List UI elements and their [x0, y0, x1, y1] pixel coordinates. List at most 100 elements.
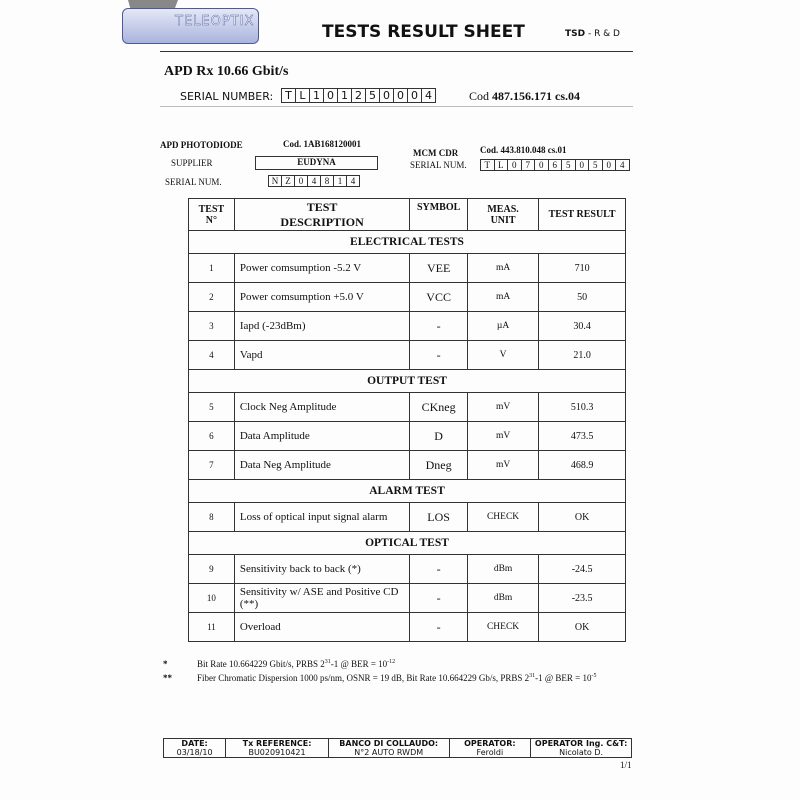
test-unit: CHECK [466, 612, 540, 642]
section-title: OPTICAL TEST [188, 531, 626, 555]
footer-table: DATE: Tx REFERENCE: BANCO DI COLLAUDO: OPER… [162, 738, 632, 758]
header-description-line1: TEST [306, 199, 338, 214]
serial-char: 0 [324, 89, 338, 102]
section-title: OUTPUT TEST [188, 369, 626, 393]
header-test-num: TEST N° [188, 198, 235, 231]
test-unit: dBm [466, 583, 540, 613]
footer-value: BU020910421 [225, 748, 329, 758]
mcm-cod: Cod. 443.810.048 cs.01 [480, 145, 567, 155]
test-description: Data Neg Amplitude [233, 450, 411, 480]
serial-char: 8 [321, 176, 334, 186]
serial-char: 0 [535, 160, 549, 170]
test-result: 30.4 [538, 311, 626, 341]
serial-char: L [495, 160, 508, 170]
test-number: 4 [188, 340, 235, 370]
logo [122, 8, 259, 44]
results-table: TEST N° TEST DESCRIPTION SYMBOL MEAS. UNIT TE… [188, 198, 626, 642]
cod-label: Cod [469, 89, 493, 103]
test-description: Power comsumption +5.0 V [233, 282, 411, 312]
product-name: APD Rx 10.66 Gbit/s [164, 64, 289, 79]
footnote-exponent: 31 [324, 659, 331, 665]
footer-value: Feroldi [448, 748, 532, 758]
test-number: 6 [188, 421, 235, 451]
footnote-text: Bit Rate 10.664229 Gbit/s, PRBS 231-1 @ … [197, 659, 395, 669]
footer-value: N°2 AUTO RWDM [327, 748, 450, 758]
department-code: TSD [565, 29, 586, 39]
department-name: - R & D [585, 29, 620, 39]
test-description: Sensitivity w/ ASE and Positive CD (**) [233, 583, 411, 613]
header-description: TEST DESCRIPTION [233, 198, 411, 231]
serial-char: 0 [408, 89, 422, 102]
table-row: 9 Sensitivity back to back (*) - dBm -24.5 [188, 554, 626, 584]
header-unit: MEAS. UNIT [466, 198, 540, 231]
footnote-body: Bit Rate 10.664229 Gbit/s, PRBS 2 [197, 659, 325, 669]
supplier-value: EUDYNA [255, 156, 378, 170]
test-result: 21.0 [538, 340, 626, 370]
test-unit: mV [466, 421, 540, 451]
footnote-text: Fiber Chromatic Dispersion 1000 ps/nm, O… [197, 673, 596, 683]
serial-char: 4 [620, 160, 625, 170]
table-row: 2 Power comsumption +5.0 V VCC mA 50 [188, 282, 626, 312]
footer-label: OPERATOR Ing. C&T: [530, 738, 632, 748]
footnote-mark: ** [163, 673, 172, 683]
test-symbol: VEE [409, 253, 468, 283]
table-header-row: TEST N° TEST DESCRIPTION SYMBOL MEAS. UNIT TE… [188, 198, 626, 231]
serial-char: 0 [380, 89, 394, 102]
table-row: 3 Iapd (-23dBm) - µA 30.4 [188, 311, 626, 341]
serial-char: T [282, 89, 296, 102]
table-row: 11 Overload - CHECK OK [188, 612, 626, 642]
footnote-body: Fiber Chromatic Dispersion 1000 ps/nm, O… [197, 673, 530, 683]
table-row: 1 Power comsumption -5.2 V VEE mA 710 [188, 253, 626, 283]
serial-char: 2 [352, 89, 366, 102]
test-unit: µA [466, 311, 540, 341]
test-unit: mV [466, 450, 540, 480]
test-number: 10 [188, 583, 235, 613]
photodiode-cod: Cod. 1AB168120001 [283, 139, 362, 149]
header-result: TEST RESULT [538, 198, 626, 231]
footer-label: DATE: [162, 738, 227, 748]
serial-char: 1 [338, 89, 352, 102]
logo-text: TELEOPTIX [175, 14, 255, 30]
footnote-exponent: -5 [591, 673, 597, 679]
test-result: OK [538, 612, 626, 642]
serial-char: 0 [576, 160, 589, 170]
product-cod: Cod 487.156.171 cs.04 [469, 89, 580, 104]
test-unit: V [466, 340, 540, 370]
serial-char: 4 [308, 176, 321, 186]
page-title: TESTS RESULT SHEET [322, 22, 525, 42]
header-symbol: SYMBOL [409, 198, 468, 231]
serial-char: 7 [522, 160, 535, 170]
serial-char: Z [282, 176, 295, 186]
serial-char: 1 [334, 176, 347, 186]
test-number: 7 [188, 450, 235, 480]
test-symbol: CKneg [409, 392, 468, 422]
section-title: ALARM TEST [188, 479, 626, 503]
test-description: Loss of optical input signal alarm [233, 502, 411, 532]
section-row: ELECTRICAL TESTS [188, 230, 626, 254]
test-result: -23.5 [538, 583, 626, 613]
photodiode-label: APD PHOTODIODE [160, 140, 243, 150]
serial-char: 5 [589, 160, 603, 170]
test-number: 8 [188, 502, 235, 532]
mcm-serial-label: SERIAL NUM. [410, 160, 467, 170]
test-unit: CHECK [466, 502, 540, 532]
footnote-body: -1 @ BER = 10 [330, 659, 388, 669]
section-row: OPTICAL TEST [188, 531, 626, 555]
supplier-label: SUPPLIER [171, 158, 213, 168]
test-result: 50 [538, 282, 626, 312]
test-description: Sensitivity back to back (*) [233, 554, 411, 584]
test-number: 3 [188, 311, 235, 341]
test-description: Vapd [233, 340, 411, 370]
footer-value: 03/18/10 [162, 748, 227, 758]
test-symbol: - [409, 340, 468, 370]
test-symbol: - [409, 554, 468, 584]
footer-label: BANCO DI COLLAUDO: [327, 738, 450, 748]
footer-values-row: 03/18/10 BU020910421 N°2 AUTO RWDM Feroldi N… [162, 748, 632, 758]
footnote-body: -1 @ BER = 10 [535, 673, 592, 683]
test-symbol: - [409, 583, 468, 613]
table-row: 5 Clock Neg Amplitude CKneg mV 510.3 [188, 392, 626, 422]
